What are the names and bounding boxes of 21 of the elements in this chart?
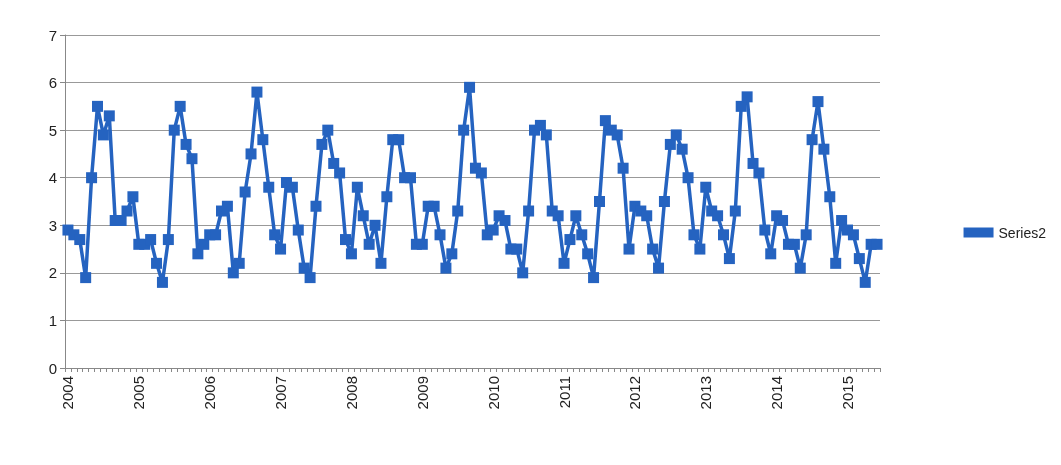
y-tick-label: 3 (48, 216, 57, 234)
y-tick-label: 6 (48, 74, 57, 92)
x-tick-label: 2004 (59, 376, 77, 410)
y-tick-label: 7 (48, 26, 57, 44)
x-tick-label: 2012 (626, 376, 644, 410)
x-tick-label: 2009 (413, 376, 431, 410)
y-tick-label: 2 (48, 264, 57, 282)
y-tick-label: 4 (48, 169, 57, 187)
y-tick-label: 5 (48, 121, 57, 139)
y-tick-label: 0 (48, 359, 57, 377)
y-tick-label: 1 (48, 311, 57, 329)
x-tick-label: 2007 (272, 376, 290, 410)
x-tick-label: 2014 (768, 376, 786, 410)
x-tick-label: 2013 (697, 376, 715, 410)
x-tick-label: 2011 (555, 376, 573, 409)
legend-label: Series2 (998, 224, 1047, 241)
x-tick-label: 2006 (201, 376, 219, 410)
x-tick-label: 2008 (342, 376, 360, 410)
x-tick-label: 2015 (839, 376, 857, 410)
x-tick-label: 2010 (484, 376, 502, 410)
x-tick-label: 2005 (130, 376, 148, 410)
